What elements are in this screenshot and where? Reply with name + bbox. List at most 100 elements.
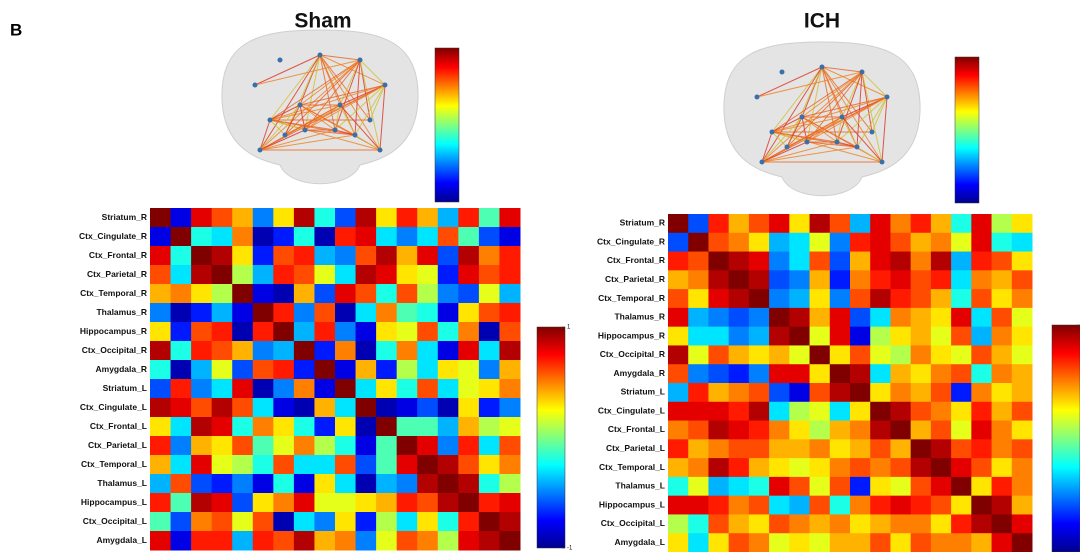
heatmap-cell <box>931 308 952 327</box>
heatmap-cell <box>708 421 729 440</box>
heatmap-cell <box>789 233 810 252</box>
heatmap-cell <box>992 364 1013 383</box>
heatmap-cell <box>212 531 233 551</box>
heatmap-cell <box>232 322 253 342</box>
heatmap-cell <box>191 284 212 304</box>
heatmap-cell <box>789 458 810 477</box>
heatmap-cell <box>850 327 871 346</box>
heatmap-cell <box>479 341 500 361</box>
heatmap-cell <box>708 289 729 308</box>
heatmap-cell <box>992 289 1013 308</box>
heatmap-cell <box>376 341 397 361</box>
heatmap-cell <box>769 439 790 458</box>
heatmap-cell <box>356 398 377 418</box>
heatmap-cell <box>356 208 377 228</box>
heatmap-cell <box>729 383 750 402</box>
heatmap-cell <box>668 402 689 421</box>
heatmap-cell <box>890 233 911 252</box>
heatmap-cell <box>253 341 274 361</box>
heatmap-cell <box>992 214 1013 233</box>
heatmap-cell <box>890 458 911 477</box>
heatmap-cell <box>688 458 709 477</box>
heatmap-cell <box>769 383 790 402</box>
heatmap-cell <box>376 398 397 418</box>
heatmap-cell <box>232 246 253 266</box>
node <box>770 130 775 135</box>
heatmap-cell <box>729 289 750 308</box>
heatmap-cell <box>830 458 851 477</box>
heatmap-cell <box>708 270 729 289</box>
heatmap-cell <box>356 341 377 361</box>
heatmap-cell <box>911 402 932 421</box>
heatmap-cell <box>789 327 810 346</box>
heatmap-cell <box>253 512 274 532</box>
heatmap-cell <box>688 496 709 515</box>
heatmap-cell <box>314 493 335 513</box>
row-label: Amygdala_L <box>96 535 147 545</box>
heatmap-cell <box>212 455 233 475</box>
heatmap-cell <box>729 496 750 515</box>
heatmap-cell <box>438 474 459 494</box>
heatmap-cell <box>789 477 810 496</box>
heatmap-cell <box>253 246 274 266</box>
heatmap-cell <box>749 327 770 346</box>
heatmap-cell <box>992 458 1013 477</box>
heatmap-cell <box>479 398 500 418</box>
heatmap-cell <box>458 322 479 342</box>
heatmap-cell <box>668 233 689 252</box>
heatmap-cell <box>232 284 253 304</box>
heatmap-cell <box>499 284 520 304</box>
heatmap-cell <box>212 303 233 323</box>
heatmap-cell <box>729 270 750 289</box>
heatmap-cell <box>931 496 952 515</box>
heatmap-cell <box>191 246 212 266</box>
heatmap-cell <box>438 417 459 437</box>
heatmap-cell <box>212 398 233 418</box>
heatmap-cell <box>479 455 500 475</box>
heatmap-cell <box>729 308 750 327</box>
heatmap-cell <box>870 496 891 515</box>
heatmap-cell <box>191 531 212 551</box>
heatmap-cell <box>789 383 810 402</box>
heatmap-cell <box>294 265 315 285</box>
heatmap-cell <box>810 477 831 496</box>
heatmap-cell <box>1012 496 1033 515</box>
heatmap-cell <box>356 531 377 551</box>
heatmap-cell <box>668 289 689 308</box>
heatmap-cell <box>789 533 810 552</box>
heatmap-cell <box>356 265 377 285</box>
row-label: Ctx_Cingulate_R <box>79 231 147 241</box>
heatmap-cell <box>150 341 171 361</box>
heatmap-cell <box>870 308 891 327</box>
heatmap-cell <box>1012 402 1033 421</box>
heatmap-cell <box>951 477 972 496</box>
heatmap-cell <box>850 364 871 383</box>
heatmap-cell <box>458 227 479 247</box>
heatmap-cell <box>688 308 709 327</box>
heatmap-cell <box>688 327 709 346</box>
heatmap-cell <box>417 493 438 513</box>
heatmap-cell <box>830 364 851 383</box>
heatmap-cell <box>458 398 479 418</box>
heatmap-cell <box>890 252 911 271</box>
heatmap-cell <box>850 233 871 252</box>
heatmap-cell <box>850 477 871 496</box>
heatmap-cell <box>810 458 831 477</box>
heatmap-cell <box>1012 327 1033 346</box>
heatmap-cell <box>232 341 253 361</box>
heatmap-cell <box>789 421 810 440</box>
heatmap-cell <box>376 227 397 247</box>
heatmap-cell <box>850 496 871 515</box>
heatmap-cell <box>458 417 479 437</box>
heatmap-cell <box>971 421 992 440</box>
heatmap-cell <box>212 246 233 266</box>
heatmap-cell <box>335 512 356 532</box>
colorbar-tick-label: -1 <box>567 546 573 552</box>
heatmap-cell <box>708 327 729 346</box>
heatmap-cell <box>729 514 750 533</box>
heatmap-cell <box>397 493 418 513</box>
heatmap-cell <box>971 402 992 421</box>
heatmap-cell <box>688 514 709 533</box>
heatmap-cell <box>971 345 992 364</box>
heatmap-cell <box>850 402 871 421</box>
